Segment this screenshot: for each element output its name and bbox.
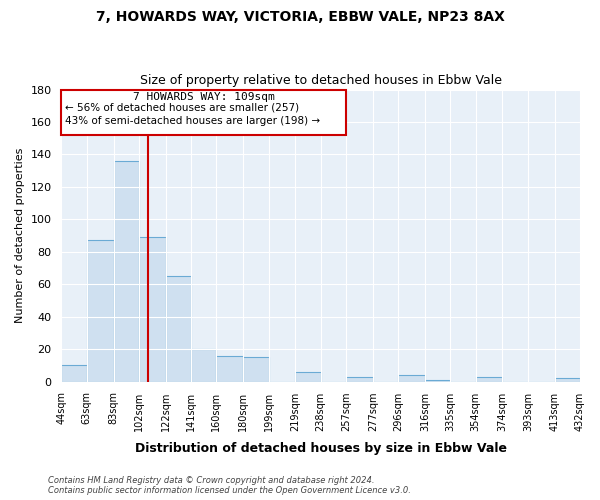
Text: 7, HOWARDS WAY, VICTORIA, EBBW VALE, NP23 8AX: 7, HOWARDS WAY, VICTORIA, EBBW VALE, NP2… (95, 10, 505, 24)
Bar (295, 372, 321, 382)
X-axis label: Distribution of detached houses by size in Ebbw Vale: Distribution of detached houses by size … (135, 442, 507, 455)
Bar (166, 276, 191, 382)
Bar (87, 240, 113, 382)
Text: 43% of semi-detached houses are larger (198) →: 43% of semi-detached houses are larger (… (65, 116, 320, 126)
Bar (191, 349, 217, 382)
Bar (398, 375, 425, 382)
Bar (139, 237, 166, 382)
Bar (425, 380, 451, 382)
Bar (113, 161, 139, 382)
Bar (217, 356, 243, 382)
Y-axis label: Number of detached properties: Number of detached properties (15, 148, 25, 324)
Bar (554, 378, 580, 382)
Title: Size of property relative to detached houses in Ebbw Vale: Size of property relative to detached ho… (140, 74, 502, 87)
Text: Contains HM Land Registry data © Crown copyright and database right 2024.
Contai: Contains HM Land Registry data © Crown c… (48, 476, 411, 495)
FancyBboxPatch shape (61, 90, 346, 135)
Bar (243, 358, 269, 382)
Bar (61, 366, 87, 382)
Text: 7 HOWARDS WAY: 109sqm: 7 HOWARDS WAY: 109sqm (133, 92, 275, 102)
Bar (346, 377, 373, 382)
Text: ← 56% of detached houses are smaller (257): ← 56% of detached houses are smaller (25… (65, 102, 299, 113)
Bar (476, 377, 502, 382)
